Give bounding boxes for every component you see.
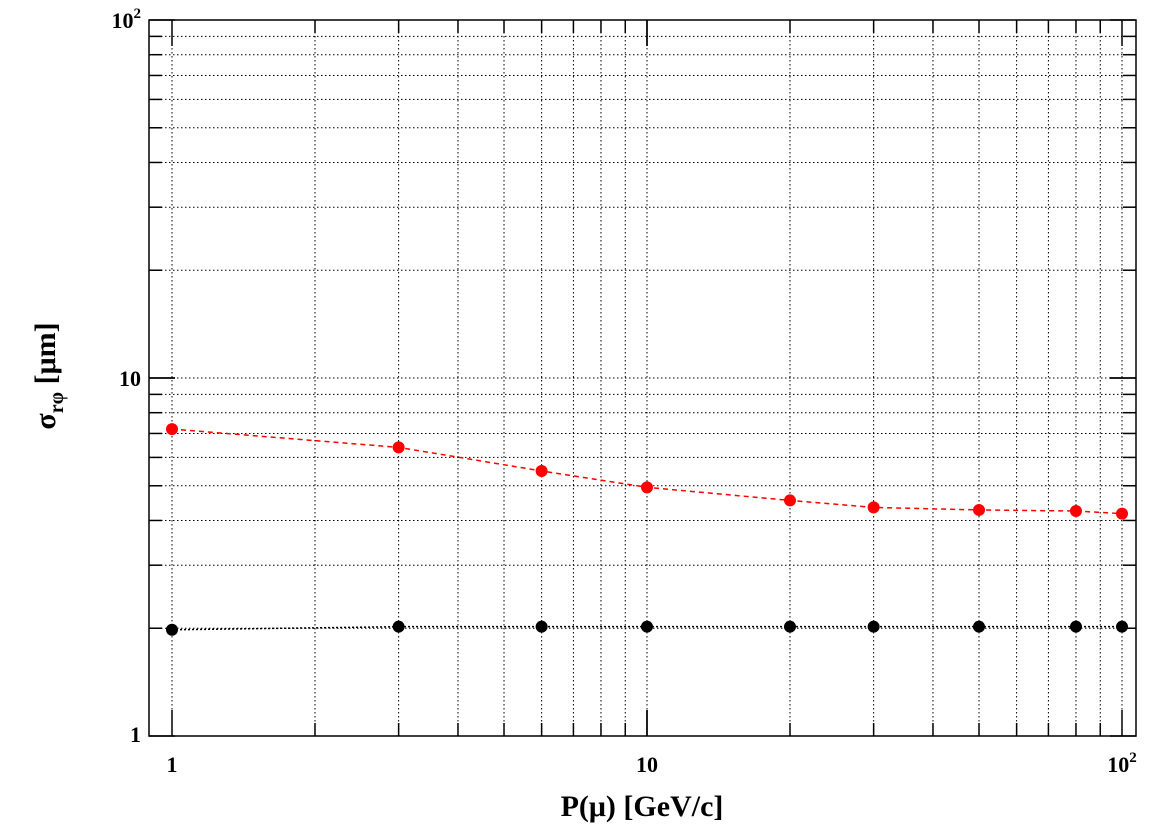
y-axis-title: σrφ [μm] bbox=[29, 322, 68, 429]
series-1-point bbox=[641, 620, 653, 633]
x-tick-label-exponent: 2 bbox=[1129, 750, 1137, 766]
series-0-point bbox=[783, 494, 796, 507]
grid bbox=[149, 19, 1136, 737]
y-tick-label: 102 bbox=[112, 6, 142, 33]
y-tick-label-base: 10 bbox=[119, 366, 141, 391]
x-axis-title: P(μ) [GeV/c] bbox=[561, 790, 724, 823]
y-tick-label-base: 10 bbox=[112, 8, 134, 33]
series-0-point bbox=[166, 423, 178, 436]
axes bbox=[148, 19, 1137, 737]
series-1-point bbox=[867, 620, 880, 633]
x-tick-label: 10 bbox=[636, 752, 658, 777]
series-0-point bbox=[1116, 507, 1128, 520]
series-0-point bbox=[535, 464, 548, 477]
series-0-point bbox=[1069, 505, 1082, 518]
series-0-point bbox=[867, 501, 880, 514]
series bbox=[166, 423, 1128, 636]
y-axis-title-subscript: rφ bbox=[46, 392, 68, 413]
y-axis-title-symbol: σ bbox=[29, 413, 62, 430]
y-tick-label: 1 bbox=[130, 722, 141, 747]
x-tick-label-base: 10 bbox=[1107, 752, 1129, 777]
x-tick-label: 1 bbox=[167, 752, 178, 777]
series-1-point bbox=[1069, 620, 1082, 633]
series-1-point bbox=[973, 620, 986, 633]
y-tick-label: 10 bbox=[119, 366, 141, 391]
y-axis-title-unit: [μm] bbox=[29, 322, 62, 391]
series-1-point bbox=[392, 620, 405, 633]
y-tick-label-exponent: 2 bbox=[134, 6, 142, 22]
x-tick-label: 102 bbox=[1107, 750, 1137, 777]
series-0-point bbox=[973, 503, 986, 516]
series-1-point bbox=[535, 620, 548, 633]
x-tick-label-base: 10 bbox=[636, 752, 658, 777]
x-tick-label-base: 1 bbox=[167, 752, 178, 777]
series-0-point bbox=[641, 481, 653, 494]
series-0-point bbox=[392, 441, 405, 454]
series-1-point bbox=[1116, 620, 1128, 633]
y-tick-label-base: 1 bbox=[130, 722, 141, 747]
series-1-point bbox=[783, 620, 796, 633]
series-1-point bbox=[166, 623, 178, 636]
